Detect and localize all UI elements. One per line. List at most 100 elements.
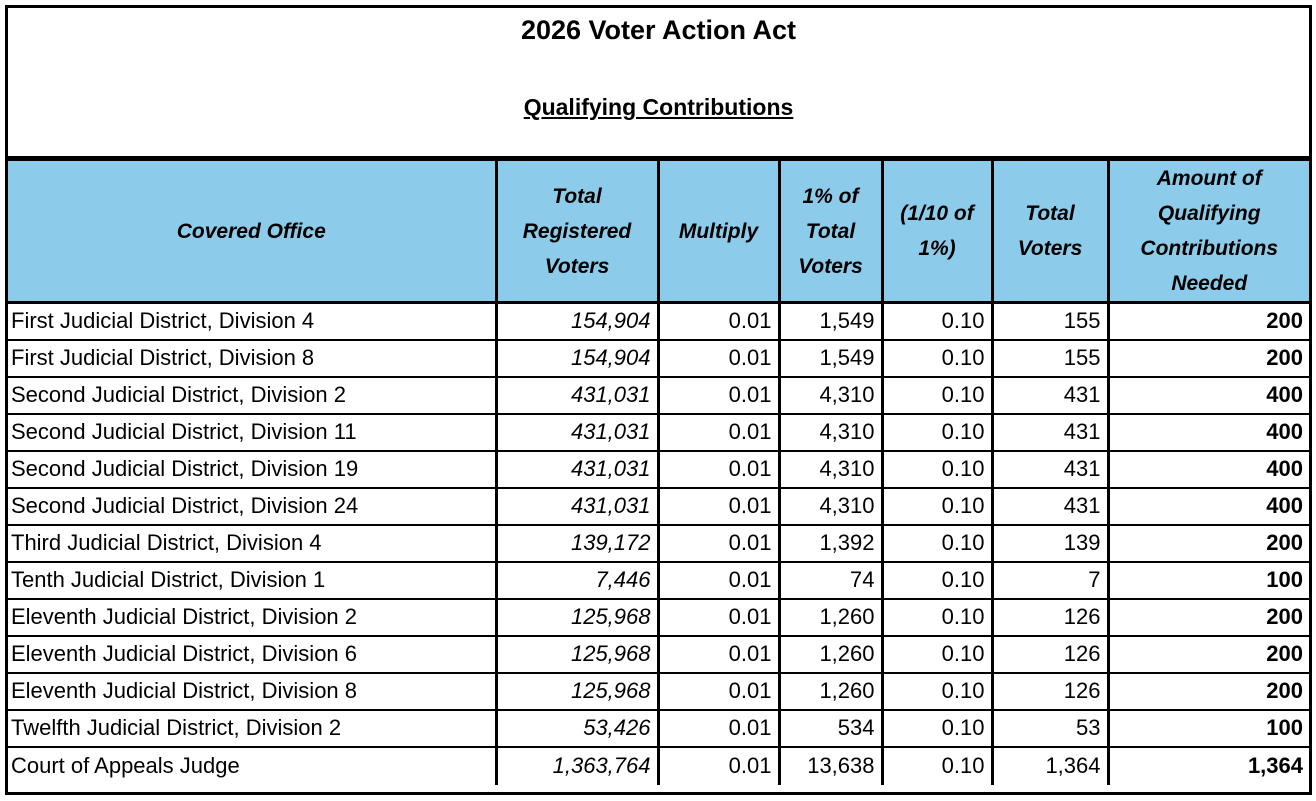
cell-one-percent[interactable]: 1,260 xyxy=(779,672,884,711)
cell-one-percent[interactable]: 13,638 xyxy=(779,746,884,785)
cell-contributions-needed[interactable]: 200 xyxy=(1108,672,1309,711)
cell-contributions-needed[interactable]: 400 xyxy=(1108,413,1309,452)
cell-total-voters[interactable]: 126 xyxy=(992,672,1110,711)
cell-covered-office[interactable]: Eleventh Judicial District, Division 2 xyxy=(8,598,498,637)
table-row: First Judicial District, Division 4 154,9… xyxy=(8,302,1309,341)
cell-tenth-of-percent[interactable]: 0.10 xyxy=(882,339,994,378)
cell-multiply[interactable]: 0.01 xyxy=(658,339,781,378)
cell-total-voters[interactable]: 126 xyxy=(992,635,1110,674)
cell-tenth-of-percent[interactable]: 0.10 xyxy=(882,413,994,452)
cell-one-percent[interactable]: 534 xyxy=(779,709,884,748)
cell-tenth-of-percent[interactable]: 0.10 xyxy=(882,524,994,563)
cell-multiply[interactable]: 0.01 xyxy=(658,709,781,748)
cell-contributions-needed[interactable]: 400 xyxy=(1108,487,1309,526)
header-one-percent: 1% of Total Voters xyxy=(779,161,884,304)
cell-multiply[interactable]: 0.01 xyxy=(658,524,781,563)
cell-multiply[interactable]: 0.01 xyxy=(658,598,781,637)
cell-tenth-of-percent[interactable]: 0.10 xyxy=(882,376,994,415)
cell-tenth-of-percent[interactable]: 0.10 xyxy=(882,302,994,341)
cell-total-registered-voters[interactable]: 154,904 xyxy=(496,302,660,341)
cell-tenth-of-percent[interactable]: 0.10 xyxy=(882,746,994,785)
cell-total-voters[interactable]: 431 xyxy=(992,450,1110,489)
cell-one-percent[interactable]: 1,260 xyxy=(779,635,884,674)
cell-covered-office[interactable]: First Judicial District, Division 4 xyxy=(8,302,498,341)
cell-one-percent[interactable]: 1,549 xyxy=(779,302,884,341)
cell-contributions-needed[interactable]: 200 xyxy=(1108,598,1309,637)
header-contributions-needed: Amount of Qualifying Contributions Neede… xyxy=(1108,161,1309,304)
cell-tenth-of-percent[interactable]: 0.10 xyxy=(882,598,994,637)
cell-covered-office[interactable]: Eleventh Judicial District, Division 8 xyxy=(8,672,498,711)
document-subtitle: Qualifying Contributions xyxy=(523,94,794,120)
cell-one-percent[interactable]: 4,310 xyxy=(779,376,884,415)
cell-covered-office[interactable]: Court of Appeals Judge xyxy=(8,746,498,785)
table-row: Eleventh Judicial District, Division 8 12… xyxy=(8,672,1309,711)
cell-covered-office[interactable]: Second Judicial District, Division 11 xyxy=(8,413,498,452)
cell-contributions-needed[interactable]: 400 xyxy=(1108,376,1309,415)
cell-multiply[interactable]: 0.01 xyxy=(658,450,781,489)
cell-contributions-needed[interactable]: 100 xyxy=(1108,561,1309,600)
cell-total-registered-voters[interactable]: 1,363,764 xyxy=(496,746,660,785)
cell-tenth-of-percent[interactable]: 0.10 xyxy=(882,450,994,489)
cell-total-registered-voters[interactable]: 154,904 xyxy=(496,339,660,378)
cell-multiply[interactable]: 0.01 xyxy=(658,302,781,341)
cell-one-percent[interactable]: 1,260 xyxy=(779,598,884,637)
cell-multiply[interactable]: 0.01 xyxy=(658,672,781,711)
cell-contributions-needed[interactable]: 200 xyxy=(1108,524,1309,563)
cell-total-registered-voters[interactable]: 125,968 xyxy=(496,598,660,637)
cell-total-voters[interactable]: 7 xyxy=(992,561,1110,600)
cell-covered-office[interactable]: Twelfth Judicial District, Division 2 xyxy=(8,709,498,748)
cell-contributions-needed[interactable]: 200 xyxy=(1108,635,1309,674)
cell-covered-office[interactable]: Second Judicial District, Division 24 xyxy=(8,487,498,526)
table-row: First Judicial District, Division 8 154,9… xyxy=(8,339,1309,378)
cell-multiply[interactable]: 0.01 xyxy=(658,635,781,674)
cell-one-percent[interactable]: 1,549 xyxy=(779,339,884,378)
cell-covered-office[interactable]: Third Judicial District, Division 4 xyxy=(8,524,498,563)
cell-total-registered-voters[interactable]: 7,446 xyxy=(496,561,660,600)
cell-total-registered-voters[interactable]: 125,968 xyxy=(496,672,660,711)
cell-total-voters[interactable]: 126 xyxy=(992,598,1110,637)
cell-total-registered-voters[interactable]: 431,031 xyxy=(496,413,660,452)
cell-total-voters[interactable]: 139 xyxy=(992,524,1110,563)
cell-multiply[interactable]: 0.01 xyxy=(658,487,781,526)
cell-tenth-of-percent[interactable]: 0.10 xyxy=(882,487,994,526)
table-row: Second Judicial District, Division 24 431… xyxy=(8,487,1309,526)
cell-contributions-needed[interactable]: 100 xyxy=(1108,709,1309,748)
cell-total-voters[interactable]: 155 xyxy=(992,339,1110,378)
cell-total-registered-voters[interactable]: 53,426 xyxy=(496,709,660,748)
table-row: Court of Appeals Judge 1,363,764 0.01 13,63… xyxy=(8,746,1309,785)
cell-total-voters[interactable]: 431 xyxy=(992,413,1110,452)
cell-total-registered-voters[interactable]: 431,031 xyxy=(496,487,660,526)
cell-total-voters[interactable]: 1,364 xyxy=(992,746,1110,785)
cell-one-percent[interactable]: 74 xyxy=(779,561,884,600)
cell-multiply[interactable]: 0.01 xyxy=(658,413,781,452)
cell-total-voters[interactable]: 53 xyxy=(992,709,1110,748)
cell-covered-office[interactable]: Second Judicial District, Division 2 xyxy=(8,376,498,415)
cell-contributions-needed[interactable]: 400 xyxy=(1108,450,1309,489)
qualifying-contributions-table: Covered Office Total Registered Voters M… xyxy=(8,161,1309,785)
cell-contributions-needed[interactable]: 1,364 xyxy=(1247,753,1303,778)
cell-tenth-of-percent[interactable]: 0.10 xyxy=(882,561,994,600)
cell-one-percent[interactable]: 1,392 xyxy=(779,524,884,563)
cell-tenth-of-percent[interactable]: 0.10 xyxy=(882,709,994,748)
cell-total-registered-voters[interactable]: 125,968 xyxy=(496,635,660,674)
cell-one-percent[interactable]: 4,310 xyxy=(779,450,884,489)
cell-total-registered-voters[interactable]: 431,031 xyxy=(496,450,660,489)
cell-total-registered-voters[interactable]: 139,172 xyxy=(496,524,660,563)
cell-multiply[interactable]: 0.01 xyxy=(658,746,781,785)
cell-contributions-needed[interactable]: 200 xyxy=(1108,302,1309,341)
cell-one-percent[interactable]: 4,310 xyxy=(779,487,884,526)
cell-multiply[interactable]: 0.01 xyxy=(658,561,781,600)
cell-one-percent[interactable]: 4,310 xyxy=(779,413,884,452)
cell-tenth-of-percent[interactable]: 0.10 xyxy=(882,672,994,711)
cell-covered-office[interactable]: Second Judicial District, Division 19 xyxy=(8,450,498,489)
cell-total-voters[interactable]: 431 xyxy=(992,376,1110,415)
cell-covered-office[interactable]: Eleventh Judicial District, Division 6 xyxy=(8,635,498,674)
cell-contributions-needed[interactable]: 200 xyxy=(1108,339,1309,378)
cell-multiply[interactable]: 0.01 xyxy=(658,376,781,415)
cell-total-voters[interactable]: 431 xyxy=(992,487,1110,526)
cell-total-registered-voters[interactable]: 431,031 xyxy=(496,376,660,415)
cell-covered-office[interactable]: First Judicial District, Division 8 xyxy=(8,339,498,378)
cell-covered-office[interactable]: Tenth Judicial District, Division 1 xyxy=(8,561,498,600)
cell-tenth-of-percent[interactable]: 0.10 xyxy=(882,635,994,674)
cell-total-voters[interactable]: 155 xyxy=(992,302,1110,341)
